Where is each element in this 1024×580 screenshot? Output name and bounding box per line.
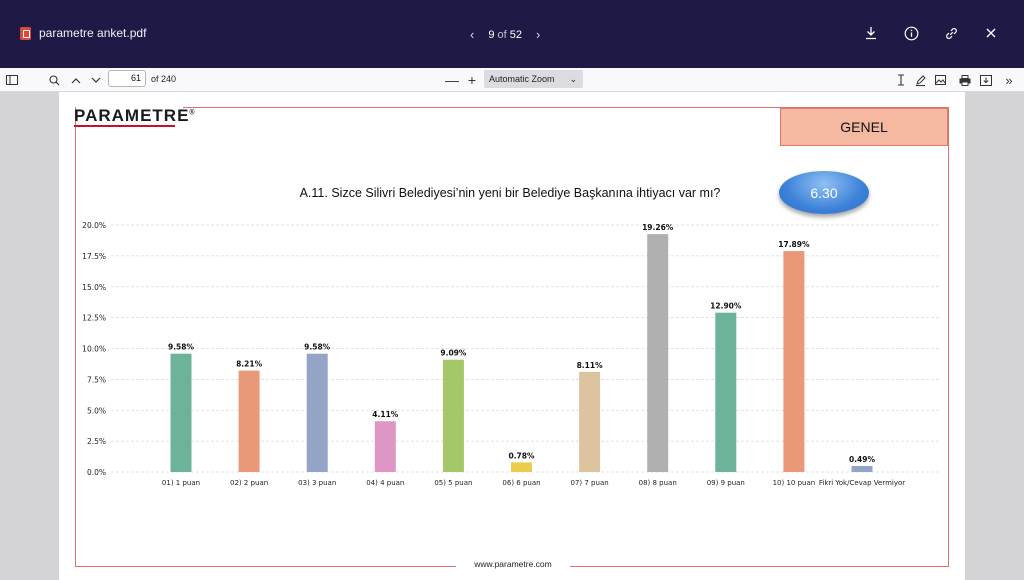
- viewer-header: parametre anket.pdf ‹ 9 of 52 ›: [0, 0, 1024, 68]
- score-badge: 6.30: [779, 171, 869, 214]
- x-tick-label: 04) 4 puan: [366, 479, 404, 487]
- parametre-logo: PARAMETRE®: [74, 106, 196, 126]
- data-label: 0.49%: [849, 455, 876, 464]
- page-number-input[interactable]: 61: [108, 70, 146, 87]
- search-icon[interactable]: [47, 72, 61, 88]
- y-tick-label: 0.0%: [87, 468, 106, 477]
- zoom-in-icon[interactable]: +: [467, 72, 477, 88]
- page-navigator: ‹ 9 of 52 ›: [470, 27, 540, 42]
- chevron-up-icon[interactable]: [69, 72, 83, 88]
- file-name: parametre anket.pdf: [39, 26, 147, 40]
- close-icon[interactable]: [982, 24, 1000, 42]
- y-tick-label: 5.0%: [87, 406, 106, 415]
- zoom-out-icon[interactable]: —: [445, 72, 459, 88]
- bar-chart: 0.0% 2.5% 5.0% 7.5% 10.0% 12.5% 15.0% 17.5% 20.0…: [82, 221, 940, 487]
- page-count-label: of 240: [151, 74, 177, 84]
- data-label: 8.21%: [236, 360, 263, 369]
- chevron-down-icon: ⌄: [569, 74, 577, 84]
- x-tick-label: 03) 3 puan: [298, 479, 336, 487]
- frame-top-line: [183, 107, 949, 108]
- x-tick-label: 05) 5 puan: [434, 479, 472, 487]
- pdf-file-icon: [20, 26, 31, 40]
- logo-underline: [74, 125, 175, 127]
- header-actions: [862, 24, 1000, 42]
- bar: [170, 353, 192, 472]
- bar: [238, 370, 260, 472]
- pen-icon[interactable]: [914, 72, 926, 88]
- x-tick-label: 02) 2 puan: [230, 479, 268, 487]
- of-label: of: [497, 28, 507, 41]
- print-icon[interactable]: [959, 72, 971, 88]
- file-title: parametre anket.pdf: [20, 26, 146, 40]
- bar: [442, 359, 464, 472]
- question-title: A.11. Sizce Silivri Belediyesi’nin yeni …: [299, 186, 721, 200]
- info-icon[interactable]: [902, 24, 920, 42]
- current-page: 9: [488, 28, 495, 41]
- next-page-icon[interactable]: ›: [536, 27, 541, 42]
- y-tick-label: 7.5%: [87, 375, 106, 384]
- data-label: 19.26%: [642, 223, 674, 232]
- data-label: 0.78%: [508, 451, 535, 460]
- text-cursor-icon[interactable]: [895, 72, 907, 88]
- y-tick-label: 2.5%: [87, 437, 106, 446]
- section-badge: GENEL: [780, 108, 948, 146]
- x-tick-label: 10) 10 puan: [773, 479, 816, 487]
- data-label: 17.89%: [778, 240, 810, 249]
- x-tick-label: 01) 1 puan: [162, 479, 200, 487]
- bar: [647, 234, 669, 472]
- more-tools-icon[interactable]: »: [1005, 72, 1013, 88]
- y-tick-label: 15.0%: [82, 283, 106, 292]
- y-tick-label: 12.5%: [82, 314, 106, 323]
- logo-text: PARAMETRE: [74, 106, 190, 125]
- y-tick-label: 10.0%: [82, 345, 106, 354]
- y-tick-label: 17.5%: [82, 252, 106, 261]
- x-tick-label: 07) 7 puan: [571, 479, 609, 487]
- bar: [851, 465, 873, 472]
- save-icon[interactable]: [980, 72, 992, 88]
- x-tick-label: 06) 6 puan: [502, 479, 540, 487]
- bar: [579, 371, 601, 472]
- previous-page-icon[interactable]: ‹: [470, 27, 475, 42]
- data-label: 8.11%: [577, 361, 604, 370]
- data-label: 9.09%: [440, 349, 467, 358]
- x-tick-label: 09) 9 puan: [707, 479, 745, 487]
- total-pages: 52: [509, 28, 523, 41]
- bar: [715, 312, 737, 472]
- data-label: 9.58%: [168, 343, 195, 352]
- bar: [306, 353, 328, 472]
- registered-mark: ®: [189, 109, 196, 117]
- chevron-down-icon[interactable]: [89, 72, 103, 88]
- bar: [783, 251, 805, 472]
- zoom-value: Automatic Zoom: [489, 74, 555, 84]
- pdf-toolbar: 61 of 240 — + Automatic Zoom ⌄ »: [0, 68, 1024, 92]
- bar: [511, 462, 532, 472]
- data-label: 9.58%: [304, 343, 331, 352]
- sidebar-toggle-icon[interactable]: [5, 72, 19, 88]
- zoom-select[interactable]: Automatic Zoom ⌄: [484, 70, 583, 88]
- data-label: 4.11%: [372, 410, 399, 419]
- y-tick-label: 20.0%: [82, 221, 106, 230]
- data-label: 12.90%: [710, 302, 742, 311]
- bar: [374, 421, 396, 472]
- image-icon[interactable]: [934, 72, 946, 88]
- footer-url: www.parametre.com: [456, 559, 570, 569]
- download-icon[interactable]: [862, 24, 880, 42]
- link-icon[interactable]: [942, 24, 960, 42]
- x-tick-label: 08) 8 puan: [639, 479, 677, 487]
- x-tick-label: Fikri Yok/Cevap Vermiyor: [819, 479, 905, 487]
